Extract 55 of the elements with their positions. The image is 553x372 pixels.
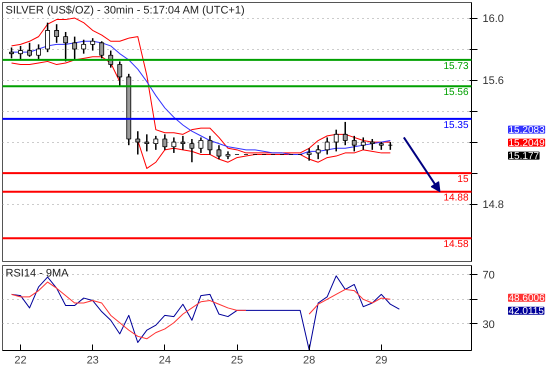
chart-title: RSI14 - 9MA: [6, 268, 70, 280]
candlestick: [45, 22, 50, 53]
ref-line-label: 14.58: [443, 239, 469, 250]
x-tick-label: 22: [14, 354, 27, 366]
x-tick-label: 28: [303, 354, 316, 366]
candlestick: [198, 136, 204, 154]
candlestick: [306, 148, 312, 162]
ref-line-label: 15.35: [443, 120, 469, 131]
candlestick: [27, 42, 32, 58]
text: 15.2083: [508, 125, 546, 136]
y-tick-label: 30: [482, 318, 495, 331]
y-tick-label: 70: [482, 270, 495, 282]
candlestick: [9, 46, 14, 60]
candlestick: [117, 60, 122, 87]
text: 42.0115: [508, 306, 544, 318]
candlestick: [36, 44, 42, 61]
y-tick-label: 14.8: [482, 199, 504, 212]
ref-line-label: 15: [457, 174, 469, 186]
candlestick: [18, 45, 23, 61]
candlestick: [171, 136, 176, 154]
candlestick: [208, 135, 212, 156]
candlestick: [63, 31, 68, 62]
candlestick: [144, 134, 150, 152]
candlestick: [370, 138, 375, 151]
candlestick: [135, 130, 140, 156]
y-tick-label: 15.6: [482, 75, 504, 88]
candlestick: [352, 135, 357, 152]
candlestick: [324, 136, 330, 156]
candlestick: [216, 144, 222, 160]
x-tick-label: 29: [375, 354, 388, 366]
candlestick: [54, 23, 60, 44]
ref-line-label: 15.73: [443, 60, 469, 72]
candlestick: [153, 135, 158, 151]
x-tick-label: 23: [86, 354, 99, 366]
line-series: [11, 275, 400, 350]
text: 15.177: [508, 151, 540, 162]
candlestick: [90, 37, 96, 52]
x-tick-label: 24: [158, 354, 171, 366]
text: 48.6006: [508, 293, 546, 304]
x-tick-label: 25: [230, 354, 244, 366]
candlestick: [99, 40, 104, 60]
candlestick: [162, 134, 168, 151]
ref-line-label: 14.88: [443, 192, 469, 204]
chart-title: SILVER (US$/OZ) - 30min - 5:17:04 AM (UTC+1): [6, 4, 245, 16]
candlestick: [189, 138, 194, 163]
y-tick-label: 16.0: [482, 13, 504, 26]
candlestick: [180, 135, 186, 151]
candlestick: [360, 136, 366, 151]
candlestick: [334, 128, 339, 152]
candlestick: [81, 38, 86, 54]
candlestick: [342, 121, 348, 146]
text: 15.2049: [508, 138, 546, 150]
ref-line-label: 15.56: [443, 87, 469, 98]
candlestick: [316, 144, 321, 160]
candlestick: [72, 36, 78, 61]
